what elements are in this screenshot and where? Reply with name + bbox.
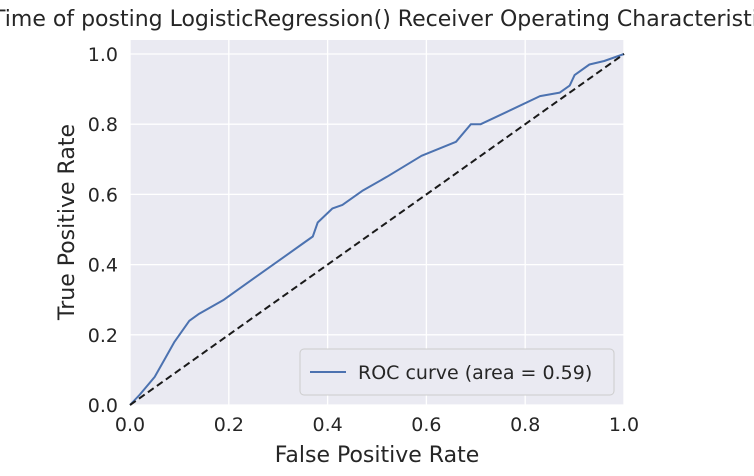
y-tick-label: 0.4 <box>88 255 118 277</box>
x-tick-label: 0.8 <box>510 414 540 436</box>
x-tick-label: 0.0 <box>115 414 145 436</box>
x-tick-label: 0.4 <box>312 414 342 436</box>
x-tick-label: 1.0 <box>609 414 639 436</box>
chance-line <box>129 53 625 406</box>
legend: ROC curve (area = 0.59) <box>299 348 615 396</box>
y-tick-label: 1.0 <box>88 44 118 66</box>
y-axis-ticks: 0.0 0.2 0.4 0.6 0.8 1.0 <box>88 44 118 417</box>
x-axis-ticks: 0.0 0.2 0.4 0.6 0.8 1.0 <box>115 414 639 436</box>
x-tick-label: 0.2 <box>214 414 244 436</box>
x-tick-label: 0.6 <box>411 414 441 436</box>
y-tick-label: 0.0 <box>88 395 118 417</box>
grid <box>129 40 625 406</box>
y-tick-label: 0.2 <box>88 325 118 347</box>
y-tick-label: 0.6 <box>88 184 118 206</box>
chart-title: Time of posting LogisticRegression() Rec… <box>0 7 754 32</box>
y-tick-label: 0.8 <box>88 114 118 136</box>
y-axis-label: True Positive Rate <box>55 124 80 321</box>
legend-label: ROC curve (area = 0.59) <box>358 362 592 384</box>
x-axis-label: False Positive Rate <box>275 443 479 468</box>
legend-box <box>299 348 615 396</box>
roc-curve-line <box>129 53 625 406</box>
series-layer <box>129 53 625 406</box>
plot-area <box>130 40 624 405</box>
